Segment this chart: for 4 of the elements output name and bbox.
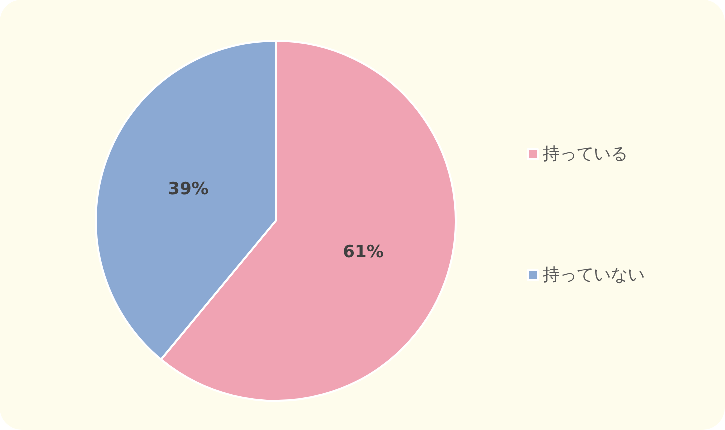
legend-label: 持っている xyxy=(543,144,628,164)
data-label: 61% xyxy=(343,242,384,263)
legend-label: 持っていない xyxy=(543,266,645,286)
data-label: 39% xyxy=(168,179,209,200)
